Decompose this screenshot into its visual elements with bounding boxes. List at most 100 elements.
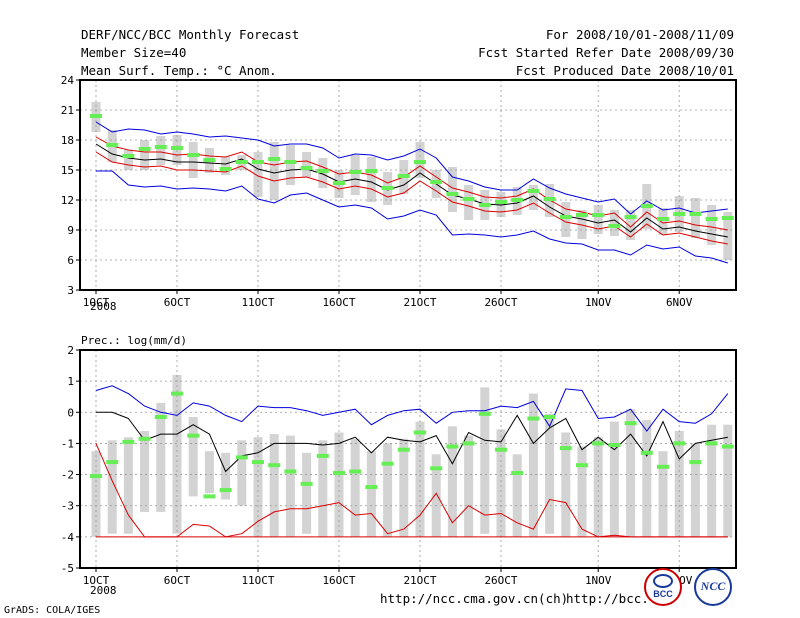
temp-xtick-label: 11OCT xyxy=(241,296,274,309)
year-label-top: 2008 xyxy=(90,300,117,313)
temp-xtick-label: 21OCT xyxy=(403,296,436,309)
temp-ytick-label: 3 xyxy=(67,284,74,297)
temp-median-mark xyxy=(462,197,475,201)
precip-xtick-label: 6OCT xyxy=(164,574,191,587)
temp-median-mark xyxy=(511,198,524,202)
temp-xtick-label: 1NOV xyxy=(585,296,612,309)
precip-median-mark xyxy=(122,439,135,444)
bcc-logo-text: BCC xyxy=(653,589,673,599)
precip-spread-box xyxy=(318,440,328,537)
temp-upper-line xyxy=(95,121,728,215)
precip-spread-box xyxy=(609,421,619,537)
precip-median-mark xyxy=(446,444,459,449)
precip-spread-box xyxy=(577,446,587,537)
precip-spread-box xyxy=(674,431,684,537)
precip-frame xyxy=(79,349,737,569)
precip-median-mark xyxy=(608,443,621,447)
precip-median-mark xyxy=(90,474,102,479)
precip-spread-box xyxy=(496,429,506,537)
temp-spread-box xyxy=(626,210,636,240)
temp-median-mark xyxy=(122,154,135,158)
temp-spread-box xyxy=(464,185,474,220)
temp-median-mark xyxy=(106,143,119,147)
precip-median-mark xyxy=(511,471,524,475)
precip-spread-box xyxy=(204,451,214,494)
temp-spread-box xyxy=(188,142,198,178)
precip-xtick-label: 16OCT xyxy=(322,574,355,587)
temp-xtick-label: 6NOV xyxy=(666,296,693,309)
temp-spread-box xyxy=(140,140,150,170)
temp-ytick-label: 15 xyxy=(61,164,74,177)
temp-median-mark xyxy=(300,166,313,170)
temp-lower-line xyxy=(96,170,728,264)
ncc-logo: NCC xyxy=(694,568,732,606)
temp-spread-box xyxy=(528,185,538,210)
precip-xtick-label: 21OCT xyxy=(403,574,436,587)
precip-median-mark xyxy=(106,460,119,465)
precip-ytick-label: 2 xyxy=(67,344,74,357)
precip-ytick-label: -5 xyxy=(61,562,74,575)
temp-median-mark xyxy=(187,153,200,157)
precip-median-mark xyxy=(138,436,151,441)
bcc-url[interactable]: http://bcc. xyxy=(566,591,649,606)
temp-ytick-label: 9 xyxy=(67,224,74,237)
forecast-period: For 2008/10/01-2008/11/09 xyxy=(545,27,734,42)
temp-xtick-label: 1OCT xyxy=(83,296,110,309)
precip-spread-box xyxy=(172,374,182,534)
precip-spread-box xyxy=(350,438,360,537)
precip-spread-box xyxy=(528,393,538,537)
variable-label: Mean Surf. Temp.: °C Anom. xyxy=(81,63,277,78)
year-label-bottom: 2008 xyxy=(90,584,117,597)
precip-median-mark xyxy=(673,441,686,446)
temp-spread-box xyxy=(609,210,619,236)
precip-median-mark xyxy=(527,416,540,421)
precip-xtick-label: 11OCT xyxy=(241,574,274,587)
temp-median-mark xyxy=(543,197,556,201)
precip-lower-line xyxy=(95,443,728,538)
precip-median-mark xyxy=(300,481,313,486)
temp-spread-box xyxy=(690,198,700,238)
precip-spread-box xyxy=(123,437,133,534)
precip-spread-box xyxy=(545,413,555,534)
temp-median-mark xyxy=(559,215,572,219)
temp-median-mark xyxy=(624,215,637,219)
temp-spread-box xyxy=(707,205,717,245)
precip-spread-box xyxy=(593,437,603,537)
temp-spread-box xyxy=(658,208,668,235)
temp-spread-box xyxy=(221,157,231,175)
precip-spread-box xyxy=(480,387,490,534)
temp-median-mark xyxy=(527,189,540,193)
precip-spread-box xyxy=(107,440,117,534)
precip-ytick-label: 0 xyxy=(67,406,74,419)
chart-title: DERF/NCC/BCC Monthly Forecast xyxy=(81,27,300,42)
temp-spread-box xyxy=(302,152,312,177)
precip-upper-line xyxy=(95,385,729,432)
precip-spread-box xyxy=(237,440,247,506)
temp-ytick-label: 6 xyxy=(67,254,74,267)
precip-spread-box xyxy=(707,424,717,537)
temp-median-mark xyxy=(284,160,297,164)
precip-median-mark xyxy=(559,446,572,451)
temp-spread-box xyxy=(285,145,295,185)
precip-spread-box xyxy=(447,426,457,537)
temp-median-mark xyxy=(203,158,216,162)
temp-median-mark xyxy=(381,186,394,190)
temp-spread-box xyxy=(350,155,360,195)
precip-median-mark xyxy=(495,447,507,452)
ncc-url[interactable]: http://ncc.cma.gov.cn(ch) xyxy=(380,591,569,606)
temp-spread-box xyxy=(253,152,263,197)
precip-median-mark xyxy=(333,471,345,475)
precip-spread-box xyxy=(723,424,733,537)
precip-median-mark xyxy=(154,415,167,419)
precip-median-mark xyxy=(284,469,297,474)
precip-spread-box xyxy=(188,417,198,497)
precip-spread-box xyxy=(269,434,279,537)
temp-median-mark xyxy=(268,157,281,161)
precip-median-mark xyxy=(252,460,264,465)
temp-median-mark xyxy=(154,145,167,149)
precip-median-mark xyxy=(576,463,588,468)
precip-ytick-label: -4 xyxy=(61,531,75,544)
precip-median-mark xyxy=(543,415,556,419)
temp-median-mark xyxy=(478,203,491,207)
precip-xtick-label: 1OCT xyxy=(83,574,110,587)
